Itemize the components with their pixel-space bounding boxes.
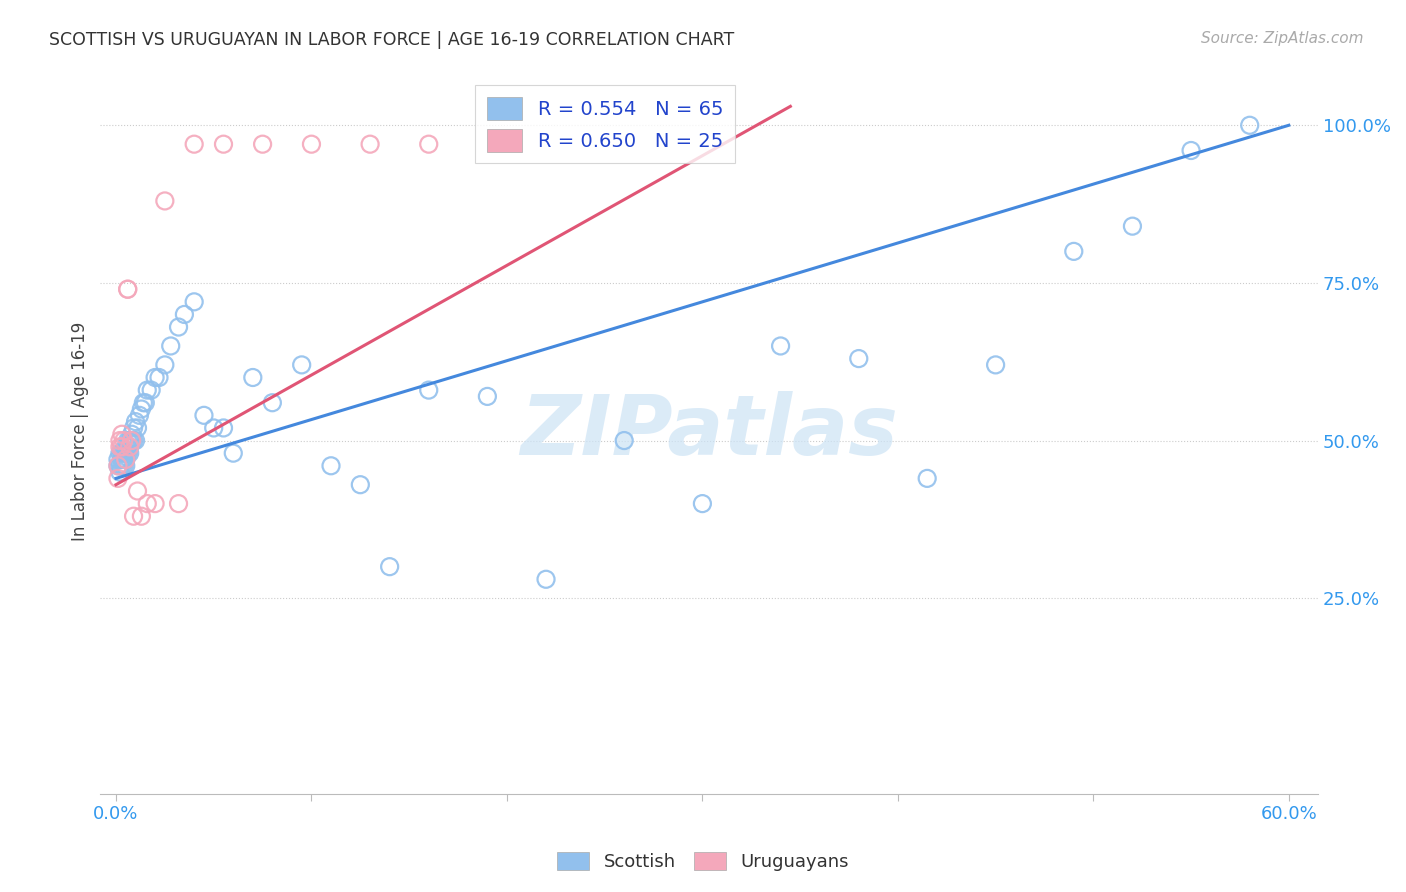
Point: [131, 509, 153, 524]
Point: [1063, 244, 1085, 259]
Point: [112, 446, 135, 460]
Point: [222, 446, 245, 460]
Point: [141, 383, 163, 397]
Point: [122, 434, 145, 448]
Point: [1121, 219, 1143, 234]
Point: [153, 358, 176, 372]
Point: [319, 458, 342, 473]
Point: [212, 421, 235, 435]
Point: [121, 434, 143, 448]
Text: Source: ZipAtlas.com: Source: ZipAtlas.com: [1201, 31, 1364, 46]
Point: [136, 497, 159, 511]
Point: [108, 446, 131, 460]
Point: [692, 497, 714, 511]
Point: [114, 458, 136, 473]
Point: [143, 497, 166, 511]
Point: [153, 194, 176, 208]
Point: [915, 471, 938, 485]
Point: [167, 320, 190, 334]
Point: [121, 427, 143, 442]
Point: [1239, 118, 1261, 132]
Point: [183, 137, 205, 152]
Point: [159, 339, 181, 353]
Point: [143, 370, 166, 384]
Point: [136, 383, 159, 397]
Point: [418, 383, 440, 397]
Point: [111, 427, 134, 442]
Point: [131, 402, 153, 417]
Point: [132, 395, 155, 409]
Point: [134, 395, 156, 409]
Point: [477, 389, 499, 403]
Point: [242, 370, 264, 384]
Point: [848, 351, 870, 366]
Point: [108, 458, 131, 473]
Point: [112, 434, 135, 448]
Text: SCOTTISH VS URUGUAYAN IN LABOR FORCE | AGE 16-19 CORRELATION CHART: SCOTTISH VS URUGUAYAN IN LABOR FORCE | A…: [49, 31, 734, 49]
Point: [202, 421, 225, 435]
Point: [121, 434, 143, 448]
Point: [112, 458, 135, 473]
Point: [301, 137, 323, 152]
Point: [112, 452, 135, 467]
Point: [111, 458, 134, 473]
Point: [107, 458, 129, 473]
Point: [291, 358, 314, 372]
Point: [262, 395, 284, 409]
Point: [127, 483, 149, 498]
Point: [167, 497, 190, 511]
Point: [183, 294, 205, 309]
Point: [117, 434, 139, 448]
Point: [122, 421, 145, 435]
Point: [359, 137, 381, 152]
Point: [107, 471, 129, 485]
Point: [117, 440, 139, 454]
Point: [769, 339, 792, 353]
Point: [984, 358, 1007, 372]
Point: [114, 446, 136, 460]
Point: [117, 446, 139, 460]
Point: [124, 415, 146, 429]
Point: [108, 434, 131, 448]
Point: [148, 370, 170, 384]
Point: [122, 509, 145, 524]
Point: [252, 137, 274, 152]
Y-axis label: In Labor Force | Age 16-19: In Labor Force | Age 16-19: [72, 321, 89, 541]
Point: [128, 409, 150, 423]
Point: [114, 440, 136, 454]
Point: [193, 409, 215, 423]
Point: [1180, 144, 1202, 158]
Point: [111, 440, 134, 454]
Point: [107, 452, 129, 467]
Point: [114, 452, 136, 467]
Point: [108, 440, 131, 454]
Point: [173, 308, 195, 322]
Point: [117, 282, 139, 296]
Text: ZIPatlas: ZIPatlas: [520, 391, 898, 472]
Point: [111, 452, 134, 467]
Point: [124, 434, 146, 448]
Point: [117, 282, 139, 296]
Point: [127, 421, 149, 435]
Point: [349, 477, 371, 491]
Point: [378, 559, 401, 574]
Legend: R = 0.554   N = 65, R = 0.650   N = 25: R = 0.554 N = 65, R = 0.650 N = 25: [475, 86, 735, 163]
Point: [418, 137, 440, 152]
Point: [613, 434, 636, 448]
Point: [118, 446, 141, 460]
Point: [212, 137, 235, 152]
Point: [118, 440, 141, 454]
Point: [108, 465, 131, 479]
Point: [111, 452, 134, 467]
Point: [118, 434, 141, 448]
Point: [118, 440, 141, 454]
Point: [534, 572, 557, 586]
Point: [111, 446, 134, 460]
Point: [114, 452, 136, 467]
Point: [107, 458, 129, 473]
Legend: Scottish, Uruguayans: Scottish, Uruguayans: [550, 845, 856, 879]
